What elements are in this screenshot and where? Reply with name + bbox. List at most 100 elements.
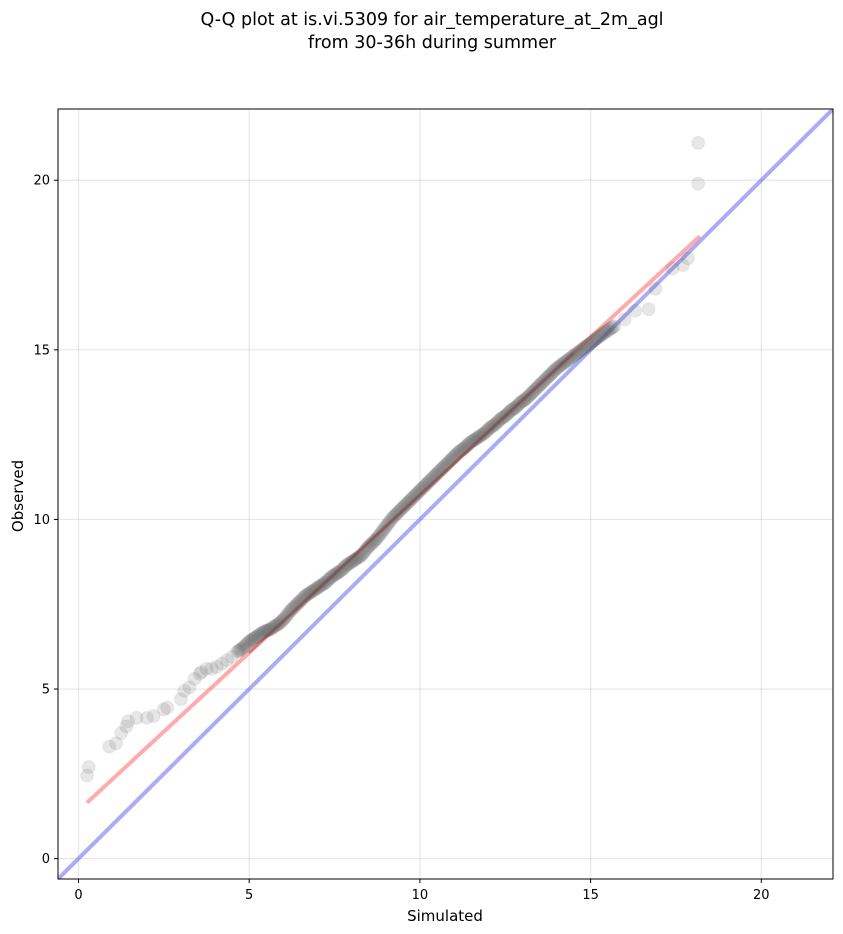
data-point	[270, 617, 285, 632]
data-point	[399, 496, 414, 511]
data-point	[461, 437, 476, 452]
x-axis-label: Simulated	[407, 907, 483, 925]
data-point	[321, 572, 336, 587]
data-point	[160, 700, 175, 715]
data-point	[395, 500, 410, 515]
data-point	[377, 520, 392, 535]
data-point	[380, 517, 395, 532]
y-tick-label: 10	[33, 513, 50, 528]
data-point	[412, 484, 427, 499]
data-point	[532, 378, 547, 393]
data-point	[509, 399, 524, 414]
data-point	[254, 626, 269, 641]
data-point	[402, 494, 417, 509]
data-point	[366, 534, 381, 549]
data-point	[272, 615, 287, 630]
data-point	[352, 549, 367, 564]
data-point	[473, 428, 488, 443]
data-point	[340, 557, 355, 572]
data-point	[391, 504, 406, 519]
data-point	[546, 364, 561, 379]
data-point	[243, 633, 258, 648]
data-point	[580, 338, 595, 353]
data-point	[468, 431, 483, 446]
data-point	[258, 623, 273, 638]
data-point	[607, 319, 622, 334]
data-point	[537, 372, 552, 387]
y-axis-label: Observed	[9, 460, 27, 532]
data-point	[365, 536, 380, 551]
data-point	[617, 312, 632, 327]
data-point	[324, 570, 339, 585]
data-point	[569, 346, 584, 361]
grid	[58, 109, 833, 879]
data-point	[225, 649, 240, 664]
data-point	[552, 359, 567, 374]
data-point	[257, 624, 272, 639]
data-point	[368, 532, 383, 547]
data-point	[182, 680, 197, 695]
data-point	[293, 593, 308, 608]
data-point	[514, 394, 529, 409]
data-point	[297, 590, 312, 605]
data-point	[593, 328, 608, 343]
data-point	[499, 407, 514, 422]
data-point	[518, 392, 533, 407]
data-point	[582, 337, 597, 352]
data-point	[276, 612, 291, 627]
chart-title-line-1: Q-Q plot at is.vi.5309 for air_temperatu…	[200, 10, 663, 30]
data-point	[236, 639, 251, 654]
data-point	[319, 575, 334, 590]
data-point	[315, 577, 330, 592]
data-point	[498, 408, 513, 423]
data-point	[565, 349, 580, 364]
data-point	[526, 384, 541, 399]
data-point	[495, 410, 510, 425]
data-point	[548, 362, 563, 377]
data-point	[119, 719, 134, 734]
data-point	[531, 379, 546, 394]
data-point	[295, 591, 310, 606]
data-point	[232, 643, 247, 658]
y-tick-label: 0	[42, 852, 50, 867]
fit-line	[85, 234, 702, 805]
data-point	[129, 710, 144, 725]
data-point	[109, 736, 124, 751]
data-point	[440, 456, 455, 471]
data-point	[288, 598, 303, 613]
data-point	[418, 477, 433, 492]
data-point	[556, 356, 571, 371]
data-point	[344, 554, 359, 569]
data-point	[496, 409, 511, 424]
data-point	[528, 381, 543, 396]
data-point	[426, 470, 441, 485]
data-point	[336, 560, 351, 575]
data-point	[420, 476, 435, 491]
data-point	[450, 445, 465, 460]
data-point	[249, 629, 264, 644]
data-point	[591, 329, 606, 344]
data-point	[398, 498, 413, 513]
data-point	[156, 702, 171, 717]
data-point	[550, 360, 565, 375]
data-point	[275, 613, 290, 628]
x-tick-label: 20	[753, 888, 770, 903]
data-point	[388, 508, 403, 523]
data-point	[403, 492, 418, 507]
data-point	[455, 442, 470, 457]
data-point	[303, 585, 318, 600]
data-point	[261, 623, 276, 638]
data-point	[520, 390, 535, 405]
data-point	[312, 579, 327, 594]
data-point	[466, 433, 481, 448]
data-point	[317, 576, 332, 591]
data-point	[231, 643, 246, 658]
data-point	[447, 449, 462, 464]
data-point	[80, 768, 95, 783]
data-point	[394, 501, 409, 516]
data-point	[536, 374, 551, 389]
plot-area	[58, 109, 833, 879]
data-point	[513, 395, 528, 410]
data-point	[567, 348, 582, 363]
data-point	[290, 596, 305, 611]
